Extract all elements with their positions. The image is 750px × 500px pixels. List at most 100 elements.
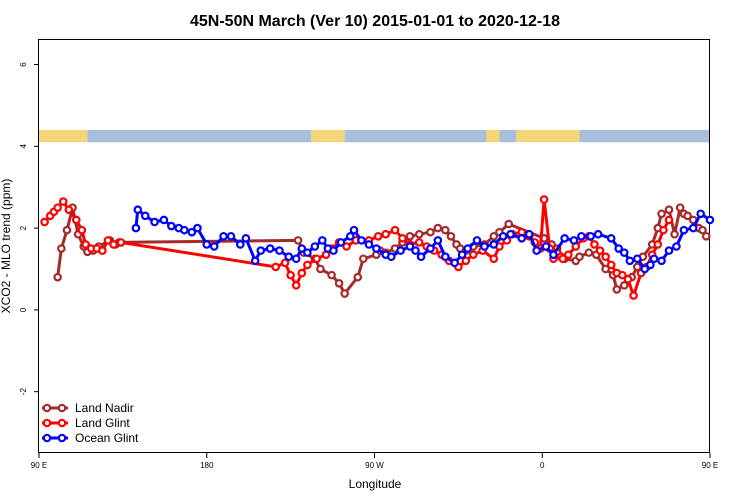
ocean-glint-point	[167, 221, 176, 231]
ocean-glint-point	[416, 252, 426, 262]
land-glint-point	[629, 291, 638, 300]
ocean-glint-point	[705, 215, 715, 225]
legend-item-ocean-glint: Ocean Glint	[42, 431, 139, 445]
ocean-glint-point	[664, 246, 674, 255]
ocean-glint-point	[614, 244, 623, 253]
land-glint-point	[659, 225, 668, 235]
land-glint-point	[297, 268, 307, 278]
legend-swatch-point	[57, 418, 67, 428]
land-glint-point	[373, 231, 383, 241]
ocean-glint-point	[606, 234, 616, 243]
legend-label: Land Nadir	[75, 401, 134, 415]
ocean-band	[579, 129, 710, 143]
ocean-glint-point	[696, 209, 705, 219]
land-glint-point	[558, 254, 568, 264]
land-glint-point	[280, 258, 290, 268]
land-nadir-point	[601, 264, 610, 274]
ocean-glint-point	[372, 244, 381, 253]
land-glint-point	[468, 250, 478, 259]
ocean-glint-point	[457, 250, 467, 259]
plot-frame	[38, 39, 710, 453]
land-nadir-point	[612, 285, 622, 294]
ocean-glint-point	[241, 234, 251, 243]
ocean-glint-point	[498, 231, 508, 241]
ocean-glint-point	[275, 246, 284, 255]
land-glint-point	[98, 246, 107, 255]
land-glint-point	[286, 270, 295, 280]
land-nadir-point	[414, 229, 424, 239]
ocean-glint-point	[472, 236, 482, 245]
ocean-glint-point	[150, 217, 159, 227]
land-glint-point	[601, 252, 610, 262]
ocean-glint-point	[560, 234, 569, 243]
ocean-glint-point	[159, 215, 169, 225]
land-nadir-point	[446, 231, 456, 241]
land-glint-point	[81, 240, 90, 249]
ocean-glint-point	[524, 229, 534, 239]
y-axis: -2 0 2 4 6	[19, 62, 39, 395]
land-glint-point	[77, 225, 87, 235]
ocean-glint-point	[569, 236, 579, 245]
ocean-glint-point	[649, 254, 659, 264]
x-tick-label: 0	[540, 461, 545, 470]
y-tick-label: 4	[19, 144, 28, 149]
ocean-glint-point	[549, 250, 558, 259]
land-glint-point	[303, 260, 312, 270]
series-layer	[40, 195, 715, 300]
land-glint-point	[618, 270, 627, 280]
ocean-glint-point	[640, 264, 650, 274]
ocean-glint-point	[310, 242, 320, 251]
land-glint-point	[271, 262, 281, 272]
x-axis-label: Longitude	[349, 477, 402, 491]
land-glint-point	[312, 254, 322, 264]
land-glint-point	[71, 215, 81, 225]
land-nadir-point	[683, 211, 692, 221]
chart-title: 45N-50N March (Ver 10) 2015-01-01 to 202…	[190, 13, 560, 30]
ocean-glint-point	[541, 242, 551, 251]
ocean-glint-point	[426, 244, 435, 253]
land-nadir-point	[62, 225, 72, 235]
land-glint-point	[116, 238, 126, 247]
land-nadir-point	[53, 272, 62, 282]
ocean-glint-point	[226, 231, 236, 241]
land-glint-point	[381, 229, 390, 239]
land-glint-point	[58, 197, 68, 206]
land-glint-point	[414, 238, 424, 247]
ocean-glint-point	[219, 231, 228, 241]
land-nadir-point	[664, 205, 674, 214]
ocean-glint-point	[633, 254, 642, 264]
land-nadir-point	[327, 270, 336, 280]
ocean-glint-point	[180, 225, 189, 235]
ocean-glint-point	[646, 260, 655, 270]
land-glint-point	[342, 242, 351, 251]
land-nadir-point	[619, 281, 629, 290]
series-ocean-glint	[131, 205, 715, 274]
land-nadir-point	[57, 244, 66, 253]
x-tick-label: 180	[200, 461, 214, 470]
land-nadir-point	[353, 272, 363, 282]
ocean-glint-point	[265, 244, 275, 253]
ocean-band	[499, 129, 517, 143]
ocean-glint-point	[441, 252, 450, 262]
land-glint-point	[623, 274, 633, 284]
land-nadir-point	[340, 289, 349, 298]
legend-swatch-point	[57, 403, 67, 413]
ocean-glint-point	[405, 242, 415, 251]
land-nadir-point	[359, 254, 368, 264]
land-nadir-point	[633, 262, 642, 272]
legend-swatch-point	[42, 433, 52, 443]
ocean-glint-point	[625, 256, 635, 266]
x-axis: 90 E 180 90 W 0 90 E	[31, 453, 718, 470]
ocean-glint-point	[202, 240, 212, 249]
legend-label: Land Glint	[75, 416, 130, 430]
land-glint-point	[64, 205, 74, 214]
ocean-glint-point	[517, 234, 527, 243]
ocean-glint-point	[532, 246, 541, 255]
land-nadir-point	[433, 223, 443, 233]
ocean-glint-point	[256, 246, 266, 255]
ocean-glint-point	[187, 227, 197, 237]
ocean-glint-point	[250, 256, 260, 266]
ocean-glint-point	[672, 242, 681, 251]
ocean-glint-point	[450, 258, 459, 268]
